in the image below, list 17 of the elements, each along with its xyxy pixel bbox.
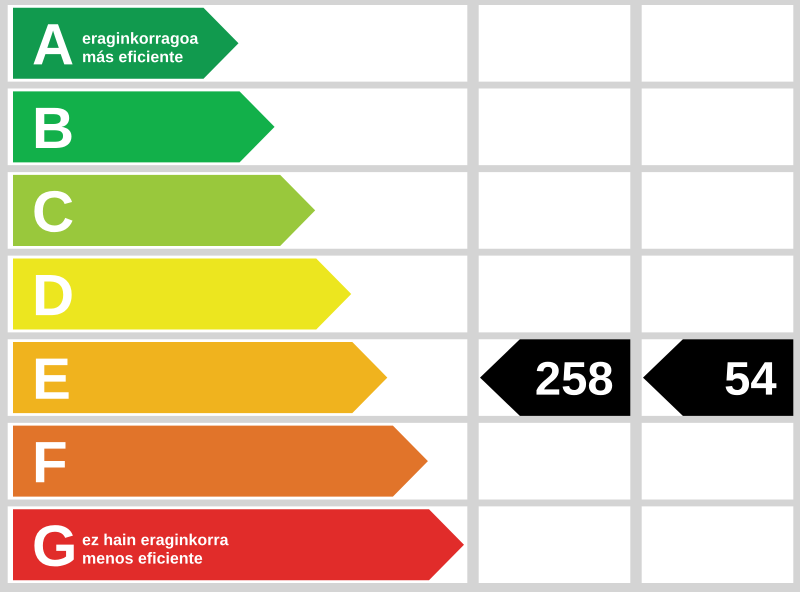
y-tick-label: C bbox=[34, 190, 73, 232]
y-tick-label: B bbox=[36, 108, 72, 148]
bar bbox=[13, 91, 275, 162]
data-label: 54 bbox=[726, 362, 776, 396]
bar bbox=[13, 342, 388, 414]
y-tick-label: G bbox=[34, 525, 74, 566]
bar bbox=[13, 426, 428, 497]
y-tick-label: F bbox=[36, 442, 66, 482]
bar bbox=[13, 258, 352, 330]
bar bbox=[13, 174, 316, 246]
annotation: ez hain eraginkorra menos eficiente bbox=[82, 534, 229, 564]
y-tick-label: D bbox=[36, 275, 72, 316]
data-label: 258 bbox=[536, 362, 612, 396]
y-tick-label: E bbox=[36, 358, 69, 399]
annotation: eraginkorragoa más eficiente bbox=[82, 32, 198, 62]
bar bbox=[13, 509, 464, 580]
y-tick-label: A bbox=[33, 24, 73, 64]
